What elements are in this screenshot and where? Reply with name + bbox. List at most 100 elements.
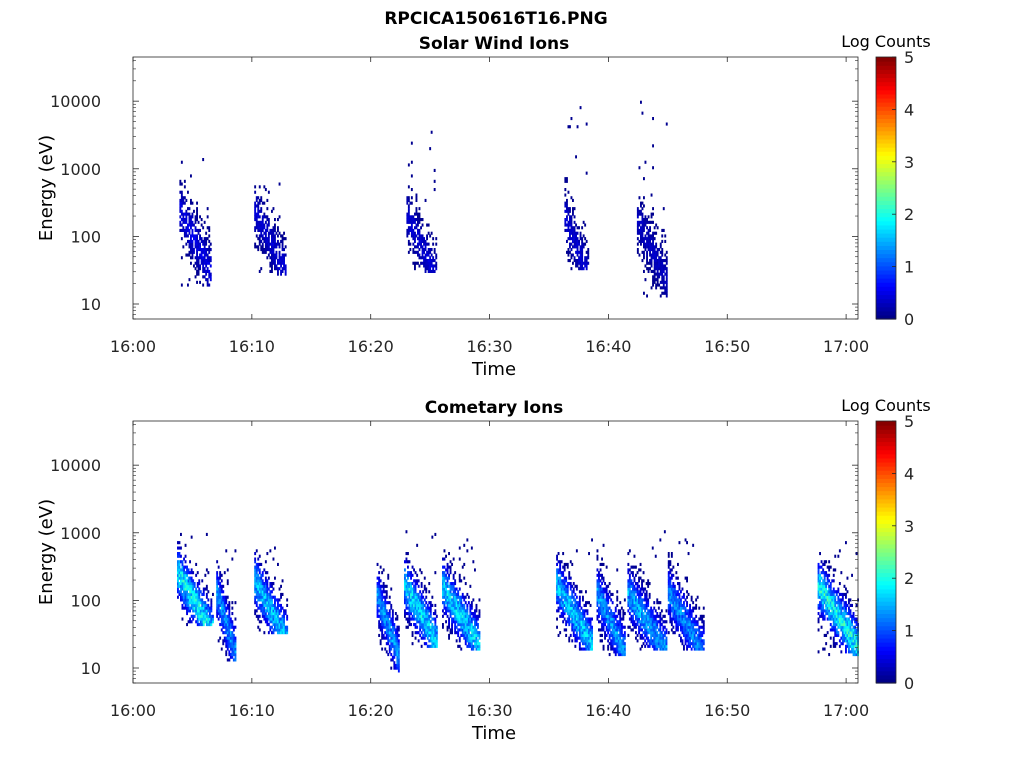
heatmap-cell (838, 614, 841, 618)
heatmap-cell (690, 595, 693, 599)
heatmap-cell (202, 620, 205, 624)
heatmap-cell (404, 612, 406, 616)
heatmap-cell (186, 595, 188, 599)
heatmap-cell (272, 261, 275, 265)
heatmap-cell (642, 623, 645, 627)
heatmap-cell (689, 614, 691, 618)
heatmap-cell (840, 628, 843, 632)
heatmap-cell (385, 620, 388, 624)
heatmap-cell (417, 245, 419, 249)
heatmap-cell (578, 259, 580, 263)
heatmap-cell (633, 625, 636, 629)
heatmap-cell (384, 625, 387, 629)
heatmap-cell (470, 601, 473, 605)
heatmap-cell (178, 541, 181, 545)
heatmap-cell (414, 267, 416, 271)
heatmap-cell (698, 628, 701, 632)
heatmap-cell (204, 617, 207, 621)
heatmap-cell (589, 642, 592, 646)
heatmap-cell (261, 603, 264, 607)
heatmap-cell (692, 636, 695, 640)
heatmap-cell (562, 582, 565, 586)
heatmap-cell (613, 612, 616, 616)
heatmap-cell (689, 620, 691, 624)
heatmap-cell (420, 623, 423, 627)
heatmap-cell (641, 617, 643, 621)
heatmap-cell (840, 617, 843, 621)
heatmap-cell (417, 218, 419, 222)
heatmap-cell (460, 612, 463, 616)
heatmap-cell (472, 614, 475, 618)
heatmap-cell (580, 639, 583, 643)
heatmap-cell (579, 259, 582, 263)
heatmap-cell (692, 625, 695, 629)
heatmap-cell (407, 620, 409, 624)
heatmap-cell (565, 628, 568, 632)
heatmap-cell (831, 612, 834, 616)
heatmap-cell (425, 606, 428, 610)
heatmap-cell (384, 631, 387, 635)
heatmap-cell (573, 242, 576, 246)
heatmap-cell (415, 209, 418, 213)
heatmap-cell (231, 631, 234, 635)
heatmap-cell (696, 642, 699, 646)
heatmap-cell (232, 658, 235, 662)
heatmap-cell (410, 201, 413, 205)
heatmap-cell (220, 609, 223, 613)
heatmap-cell (271, 239, 273, 243)
heatmap-cell (633, 590, 636, 594)
heatmap-cell (622, 625, 625, 629)
colorbar-segment (876, 69, 896, 74)
heatmap-cell (677, 625, 679, 629)
heatmap-cell (407, 231, 410, 235)
heatmap-cell (577, 628, 580, 632)
heatmap-cell (260, 267, 263, 271)
heatmap-cell (411, 606, 414, 610)
colorbar-segment (876, 110, 896, 115)
heatmap-cell (429, 267, 432, 271)
heatmap-cell (586, 636, 589, 640)
heatmap-cell (678, 620, 681, 624)
heatmap-cell (591, 644, 593, 648)
heatmap-cell (601, 573, 603, 577)
heatmap-cell (226, 603, 229, 607)
heatmap-cell (659, 250, 662, 254)
heatmap-cell (267, 606, 270, 610)
heatmap-cell (569, 215, 571, 219)
heatmap-cell (232, 628, 235, 632)
heatmap-cell (193, 248, 195, 252)
heatmap-cell (225, 644, 228, 648)
heatmap-cell (412, 250, 415, 254)
heatmap-cell (278, 587, 281, 591)
heatmap-cell (432, 617, 435, 621)
heatmap-cell (446, 606, 449, 610)
heatmap-cell (572, 633, 575, 637)
heatmap-cell (267, 601, 270, 605)
heatmap-cell (639, 625, 642, 629)
heatmap-cell (261, 579, 264, 583)
heatmap-cell (832, 620, 835, 624)
heatmap-cell (177, 573, 179, 577)
heatmap-cell (670, 601, 673, 605)
heatmap-cell (381, 612, 384, 616)
heatmap-cell (205, 609, 208, 613)
heatmap-cell (271, 269, 273, 273)
heatmap-cell (651, 609, 654, 613)
heatmap-cell (196, 256, 198, 260)
heatmap-cell (638, 598, 640, 602)
heatmap-cell (179, 190, 182, 194)
heatmap-cell (822, 612, 825, 616)
heatmap-cell (575, 628, 578, 632)
x-tick-label: 16:30 (467, 337, 513, 356)
heatmap-cell (678, 606, 681, 610)
colorbar-segment (876, 208, 896, 214)
heatmap-cell (430, 261, 433, 265)
heatmap-cell (460, 595, 463, 599)
heatmap-cell (832, 614, 835, 618)
heatmap-cell (228, 628, 231, 632)
heatmap-cell (641, 220, 644, 224)
heatmap-cell (274, 612, 276, 616)
heatmap-cell (477, 644, 479, 648)
heatmap-cell (182, 196, 185, 200)
heatmap-cell (557, 571, 560, 575)
